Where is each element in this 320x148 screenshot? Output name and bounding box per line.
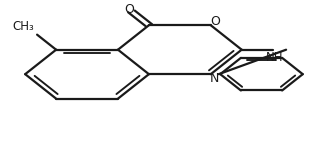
Text: O: O xyxy=(210,15,220,28)
Text: NH: NH xyxy=(266,51,284,64)
Text: O: O xyxy=(124,3,134,16)
Text: CH₃: CH₃ xyxy=(12,20,34,33)
Text: N: N xyxy=(210,71,220,85)
